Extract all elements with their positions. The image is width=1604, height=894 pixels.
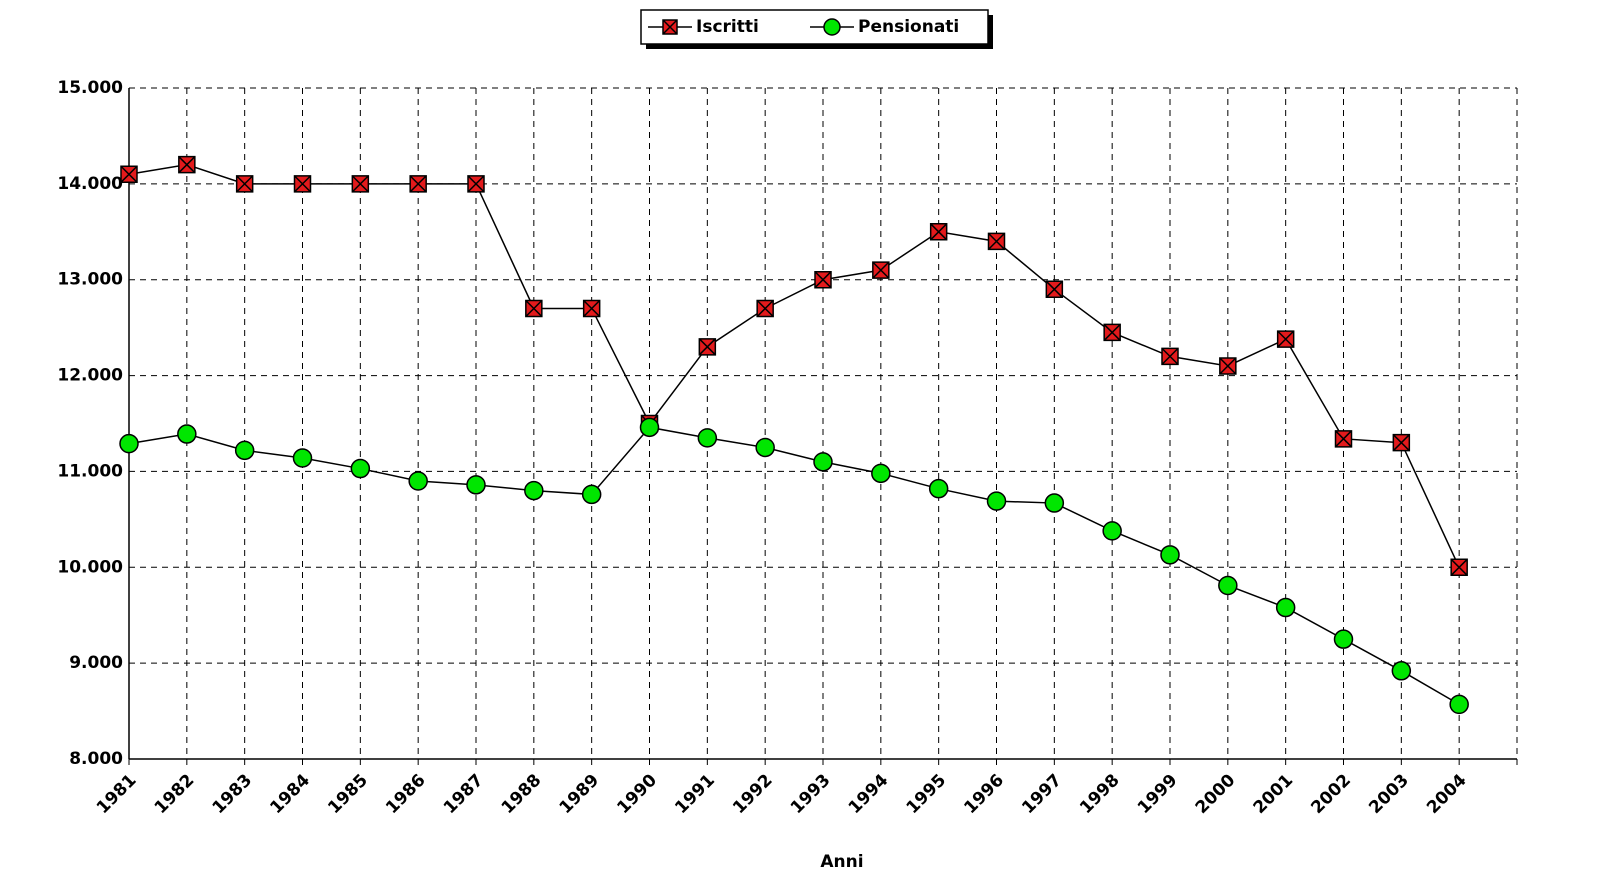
legend-label: Pensionati [858,17,959,37]
point [639,417,660,438]
point [1334,430,1353,448]
point [929,223,948,241]
x-tick-label: 2003 [1365,770,1413,818]
point [1333,629,1354,649]
point [525,299,543,318]
x-tick-label: 2000 [1192,770,1240,818]
x-tick-label: 1988 [498,770,546,818]
point [178,155,196,174]
point [351,175,370,193]
point [1102,521,1122,541]
x-tick-label: 1990 [613,770,661,818]
point [1449,694,1469,715]
point [120,165,138,184]
y-tick-label: 14.000 [57,174,123,194]
x-tick-label: 1989 [556,770,604,818]
legend-marker [662,19,678,35]
legend-label: Iscritti [696,17,759,37]
point [1391,661,1412,681]
point [697,428,718,448]
y-tick-label: 8.000 [69,749,123,769]
point [292,448,313,468]
x-tick-label: 1994 [845,770,893,818]
point [1161,347,1179,366]
x-tick-label: 2004 [1423,770,1471,818]
y-tick-label: 13.000 [57,270,123,290]
x-tick-label: 1999 [1134,770,1182,818]
x-tick-label: 1985 [324,770,372,818]
x-tick-label: 1997 [1018,770,1066,818]
point [1392,433,1411,452]
point [1160,545,1180,565]
point [756,299,774,318]
point [928,478,949,499]
x-tick-label: 1991 [671,770,719,818]
x-tick-label: 1987 [440,770,488,818]
point [1219,357,1237,375]
x-tick-label: 1993 [787,770,835,818]
point [986,491,1007,511]
x-tick-label: 1981 [93,770,141,818]
x-tick-label: 1998 [1076,770,1124,818]
point [1276,330,1295,348]
point [698,338,717,356]
point [467,175,485,193]
x-tick-label: 2001 [1250,770,1298,818]
point [1450,558,1468,577]
y-tick-label: 10.000 [57,557,123,577]
point [235,175,254,193]
legend-marker [823,18,841,36]
point [1103,323,1121,342]
x-tick-label: 1996 [960,770,1008,818]
point [1275,597,1296,618]
point [582,299,601,318]
point [581,484,602,505]
x-tick-label: 1986 [382,770,430,818]
point [524,480,544,501]
point [987,232,1006,251]
point [872,261,890,279]
y-tick-label: 15.000 [57,78,123,98]
point [813,452,833,472]
x-tick-label: 1982 [151,770,199,818]
y-tick-label: 11.000 [57,461,123,481]
point [293,175,312,193]
x-tick-label: 1992 [729,770,777,818]
point [119,433,139,454]
y-tick-label: 9.000 [69,653,123,673]
point [1045,280,1064,299]
point [871,463,891,484]
point [177,424,197,444]
y-tick-label: 12.000 [57,366,123,386]
x-tick-label: 1983 [209,770,257,818]
series-line [128,163,1460,568]
point [409,175,427,193]
point [408,471,428,491]
point [1218,575,1238,596]
series-line [128,426,1460,706]
x-tick-label: 1984 [266,770,314,818]
point [814,270,832,289]
point [350,458,371,479]
point [466,475,486,495]
x-axis-title: Anni [820,852,863,872]
x-tick-label: 2002 [1307,770,1355,818]
point [1044,493,1065,513]
x-tick-label: 1995 [903,770,951,818]
point [234,440,255,461]
point [755,437,775,458]
